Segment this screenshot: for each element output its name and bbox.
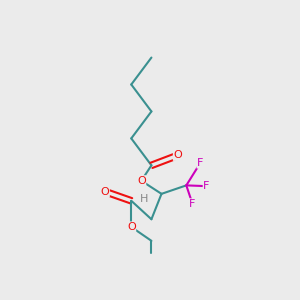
Text: O: O (100, 187, 109, 196)
Text: F: F (197, 158, 203, 168)
Text: O: O (127, 222, 136, 232)
Text: O: O (137, 176, 146, 186)
Text: O: O (173, 150, 182, 160)
Text: F: F (189, 199, 196, 209)
Text: F: F (203, 181, 210, 191)
Text: H: H (140, 194, 148, 204)
